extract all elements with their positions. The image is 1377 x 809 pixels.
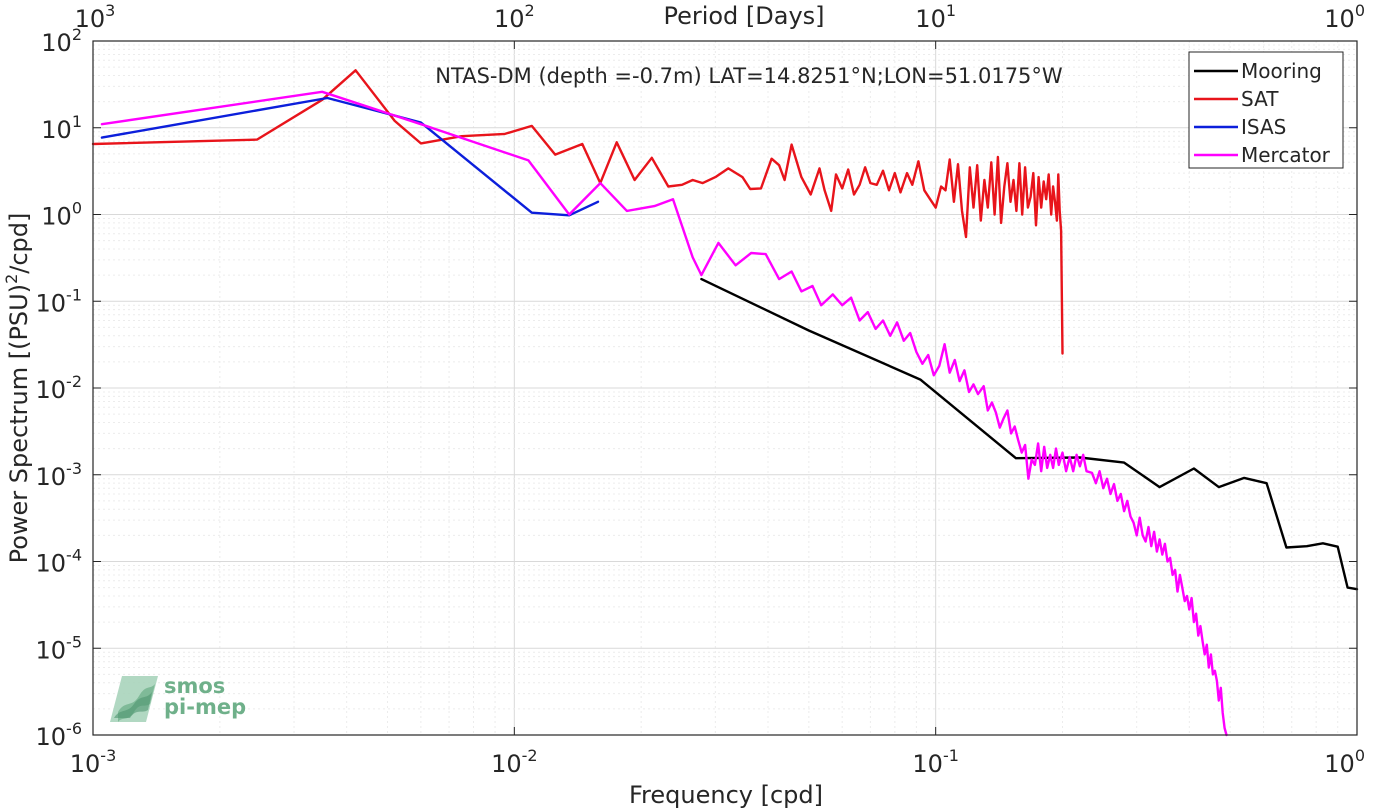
legend: Mooring SAT ISAS Mercator: [1188, 51, 1344, 169]
x-tick-label: 10-1: [912, 746, 959, 778]
legend-label-mercator: Mercator: [1241, 143, 1331, 167]
top-tick-label: 101: [915, 1, 956, 33]
series: [91, 69, 1359, 737]
y-tick-label: 10-5: [36, 632, 83, 664]
smos-pi-mep-logo: smos pi-mep: [110, 674, 246, 722]
y-tick-label: 10-3: [36, 459, 83, 491]
logo-line2: pi-mep: [164, 695, 246, 719]
y-tick-label: 101: [41, 112, 82, 144]
top-axis-title: Period [Days]: [663, 2, 824, 30]
y-tick-label: 10-6: [36, 719, 83, 751]
y-axis-title: Power Spectrum [(PSU)2/cpd]: [2, 213, 33, 564]
logo-waves-icon: [110, 676, 158, 722]
y-axis-title-main: Power Spectrum [(PSU): [5, 284, 33, 563]
top-tick-label: 103: [75, 1, 116, 33]
series-mercator-line: [100, 90, 1228, 737]
y-axis-title-sup: 2: [2, 274, 21, 284]
top-tick-label: 100: [1324, 1, 1365, 33]
y-tick-label: 100: [41, 199, 82, 231]
y-tick-label: 10-4: [36, 546, 83, 578]
x-axis-title: Frequency [cpd]: [629, 781, 823, 809]
x-tick-label: 100: [1324, 746, 1365, 778]
legend-label-isas: ISAS: [1241, 115, 1286, 139]
y-tick-label: 10-2: [36, 372, 83, 404]
legend-label-sat: SAT: [1241, 87, 1279, 111]
chart-title: NTAS-DM (depth =-0.7m) LAT=14.8251°N;LON…: [435, 64, 1063, 88]
x-tick-label: 10-3: [70, 746, 117, 778]
y-tick-label: 10-1: [36, 285, 83, 317]
logo-line1: smos: [164, 674, 225, 698]
y-tick-label: 102: [41, 25, 82, 57]
legend-items: Mooring SAT ISAS Mercator: [1194, 59, 1331, 167]
series-isas-line: [100, 96, 600, 217]
top-tick-label: 102: [494, 1, 535, 33]
series-mooring-line: [700, 277, 1359, 591]
legend-label-mooring: Mooring: [1241, 59, 1322, 83]
y-axis-title-end: /cpd]: [5, 213, 33, 274]
series-sat-line: [91, 69, 1064, 355]
x-tick-label: 10-2: [491, 746, 538, 778]
